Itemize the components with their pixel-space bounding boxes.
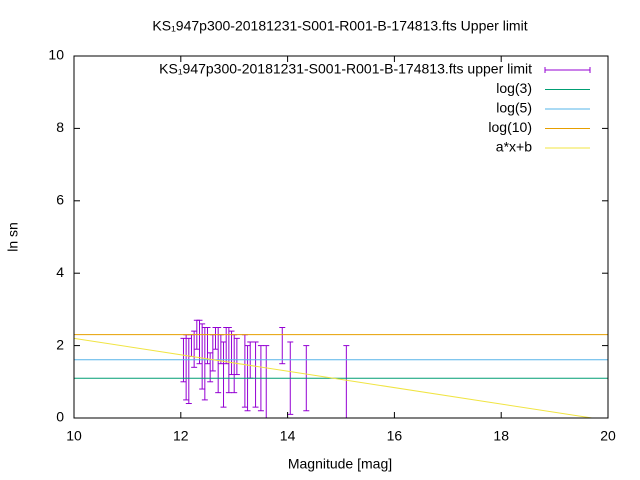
y-tick-label: 8	[56, 119, 64, 135]
error-bar	[228, 330, 235, 376]
legend-label: log(3)	[496, 80, 532, 96]
error-bar	[204, 327, 211, 365]
error-bar	[343, 345, 350, 418]
x-axis-label: Magnitude [mag]	[288, 456, 392, 472]
chart-title: KS₁947p300-20181231-S001-R001-B-174813.f…	[152, 18, 527, 34]
error-bar	[185, 337, 192, 405]
y-tick-label: 10	[48, 47, 64, 63]
y-tick-label: 4	[56, 264, 64, 280]
plot-border	[73, 55, 609, 419]
legend-label: log(10)	[488, 119, 532, 135]
x-tick-label: 18	[493, 428, 509, 444]
legend-label: KS₁947p300-20181231-S001-R001-B-174813.f…	[159, 61, 532, 77]
x-tick-label: 14	[280, 428, 296, 444]
x-tick-label: 20	[600, 428, 616, 444]
error-bar	[207, 352, 214, 383]
series-line	[74, 337, 593, 418]
error-bar	[279, 327, 286, 365]
error-bar	[223, 327, 230, 365]
y-axis-label: ln sn	[5, 222, 21, 252]
legend-label: a*x+b	[496, 139, 532, 155]
error-bar	[212, 327, 219, 350]
error-bar	[220, 341, 227, 408]
error-bar	[233, 337, 240, 376]
x-tick-label: 16	[387, 428, 403, 444]
error-bar	[252, 341, 259, 408]
y-tick-label: 6	[56, 192, 64, 208]
x-tick-label: 10	[66, 428, 82, 444]
error-bar	[196, 319, 203, 365]
error-bar	[183, 334, 190, 401]
legend-label: log(5)	[496, 100, 532, 116]
error-bar	[263, 345, 270, 418]
y-tick-label: 0	[56, 409, 64, 425]
plot-area	[74, 319, 608, 418]
y-tick-label: 2	[56, 336, 64, 352]
x-tick-label: 12	[173, 428, 189, 444]
error-bar	[199, 323, 206, 390]
